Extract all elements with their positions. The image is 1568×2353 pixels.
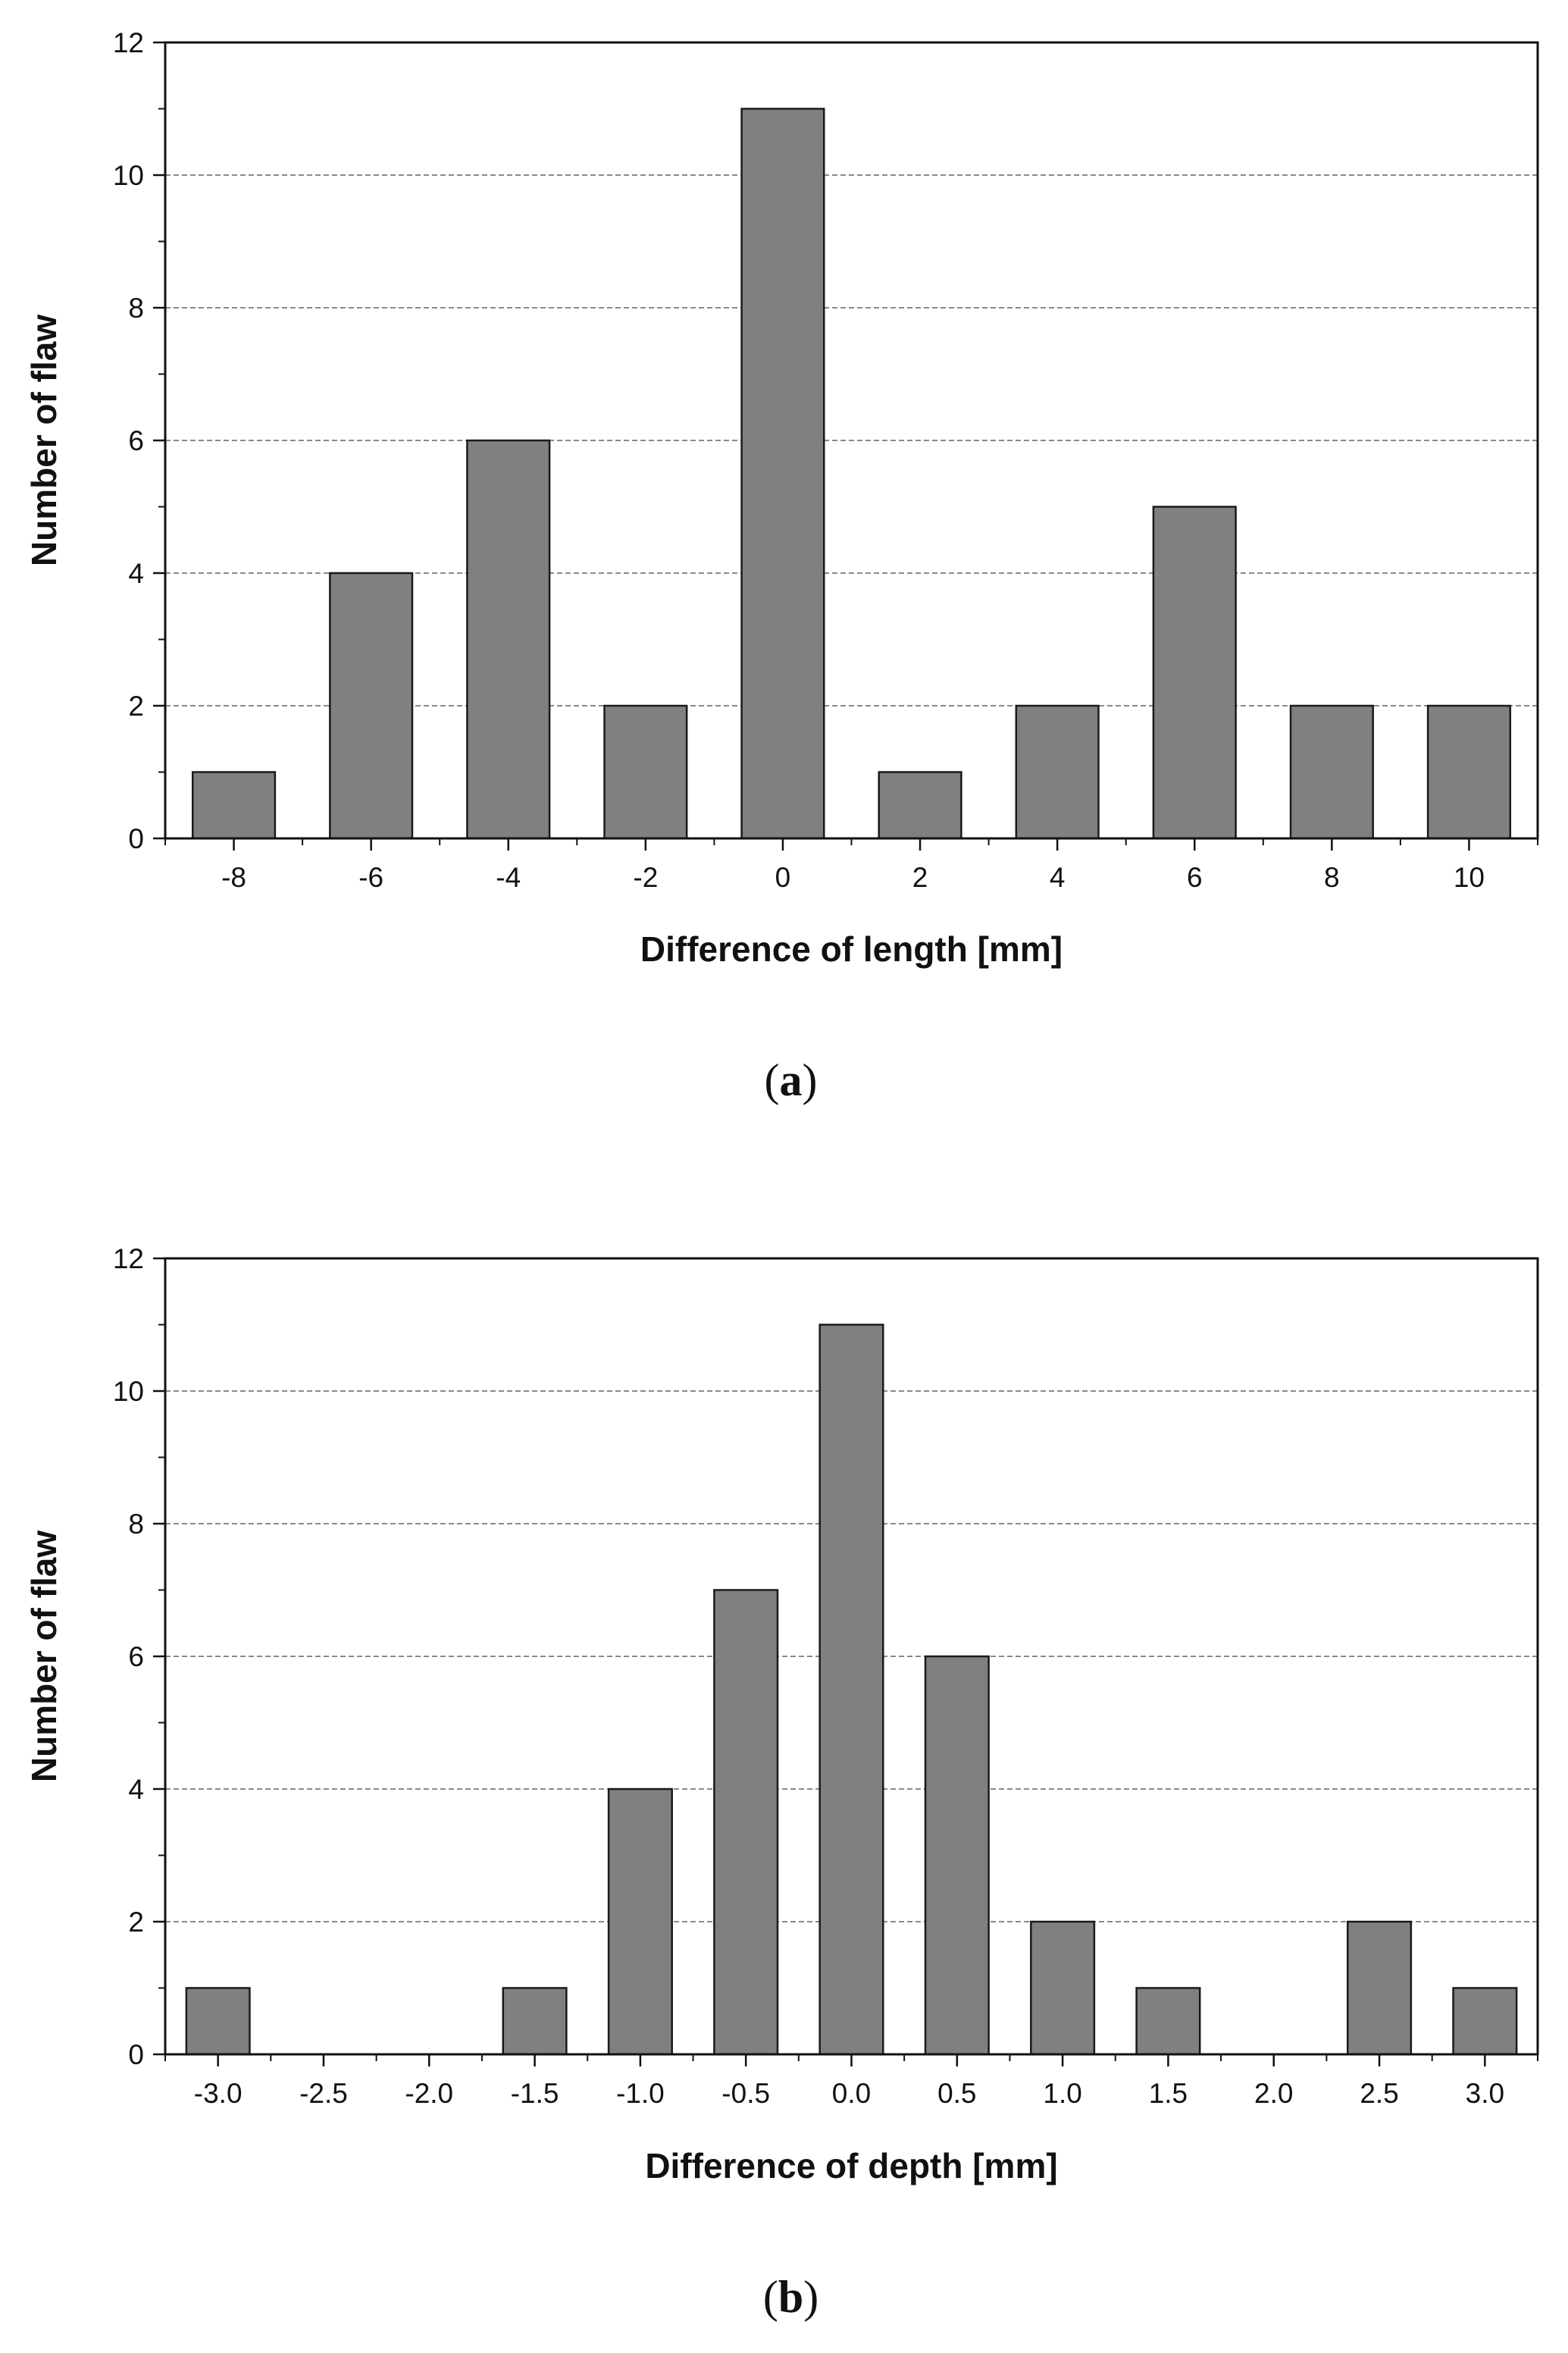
x-tick-label: 0: [775, 862, 791, 893]
y-axis-title: Number of flaw: [24, 315, 64, 566]
x-tick-label: -2.5: [299, 2078, 348, 2109]
x-tick-label: -1.0: [616, 2078, 665, 2109]
y-tick-label: 12: [113, 1243, 144, 1274]
bar: [185, 1987, 251, 2056]
bar: [740, 108, 825, 840]
y-tick-label: 2: [128, 691, 144, 722]
panel-label: a: [780, 1055, 803, 1105]
charts-layer: 0 2 4 6 8 10 12 -8 -6 -4 -2 0 2 4 6 8 10 Difference of le…: [24, 27, 1539, 2322]
x-tick-label: -1.5: [511, 2078, 559, 2109]
x-tick-label: 10: [1454, 862, 1485, 893]
y-tick-label: 0: [128, 823, 144, 854]
chart-panel-a: 0 2 4 6 8 10 12 -8 -6 -4 -2 0 2 4 6 8 10 Difference of le…: [24, 27, 1539, 1105]
x-tick-label: -2: [633, 862, 658, 893]
y-tick-label: 0: [128, 2039, 144, 2070]
panel-caption: (a): [765, 1055, 818, 1105]
y-tick-label: 6: [128, 425, 144, 456]
y-tick-label: 4: [128, 1774, 144, 1805]
x-tick-label: 0.0: [832, 2078, 871, 2109]
x-tick-label: -8: [221, 862, 246, 893]
bar: [191, 771, 277, 840]
x-tick-label: -4: [496, 862, 521, 893]
x-tick-label: -2.0: [405, 2078, 453, 2109]
bar: [1152, 506, 1237, 840]
y-tick-label: 10: [113, 1376, 144, 1407]
bar: [818, 1324, 884, 2056]
x-tick-label: 1.0: [1043, 2078, 1081, 2109]
y-tick-label: 10: [113, 160, 144, 191]
bar: [1289, 704, 1374, 840]
x-tick-label: 2.5: [1360, 2078, 1398, 2109]
bar: [466, 439, 551, 840]
x-tick-label: -0.5: [721, 2078, 770, 2109]
x-tick-label: 4: [1050, 862, 1066, 893]
x-tick-label: 6: [1187, 862, 1203, 893]
x-tick-label: 2: [912, 862, 928, 893]
x-axis-title: Difference of depth [mm]: [645, 2146, 1057, 2185]
bar: [603, 704, 688, 840]
x-tick-label: 2.0: [1254, 2078, 1293, 2109]
y-tick-label: 6: [128, 1641, 144, 1672]
bar: [502, 1987, 568, 2056]
x-tick-label: 3.0: [1466, 2078, 1504, 2109]
y-tick-label: 4: [128, 558, 144, 589]
y-tick-label: 12: [113, 27, 144, 58]
bar: [607, 1787, 673, 2056]
bar: [1030, 1920, 1096, 2056]
y-tick-label: 8: [128, 1509, 144, 1540]
x-tick-label: 8: [1324, 862, 1340, 893]
bar: [1015, 704, 1100, 840]
bar: [1452, 1987, 1518, 2056]
bar: [1135, 1987, 1201, 2056]
bar: [713, 1589, 779, 2056]
x-tick-label: 0.5: [937, 2078, 976, 2109]
bar: [329, 572, 414, 840]
bar: [1346, 1920, 1413, 2056]
y-tick-label: 8: [128, 293, 144, 324]
x-tick-label: -3.0: [194, 2078, 243, 2109]
bar: [1426, 704, 1512, 840]
panel-caption: (b): [763, 2272, 818, 2322]
chart-panel-b: 0 2 4 6 8 10 12 -3.0 -2.5 -2.0 -1.5 -1.0 -0.5 0.0 0.5 1…: [24, 1243, 1539, 2322]
x-tick-label: -6: [358, 862, 383, 893]
x-axis-title: Difference of length [mm]: [640, 929, 1063, 969]
bar: [878, 771, 962, 840]
x-tick-label: 1.5: [1149, 2078, 1188, 2109]
y-axis-title: Number of flaw: [24, 1531, 64, 1782]
y-tick-label: 2: [128, 1907, 144, 1938]
bar: [924, 1655, 990, 2056]
panel-label: b: [778, 2272, 803, 2322]
